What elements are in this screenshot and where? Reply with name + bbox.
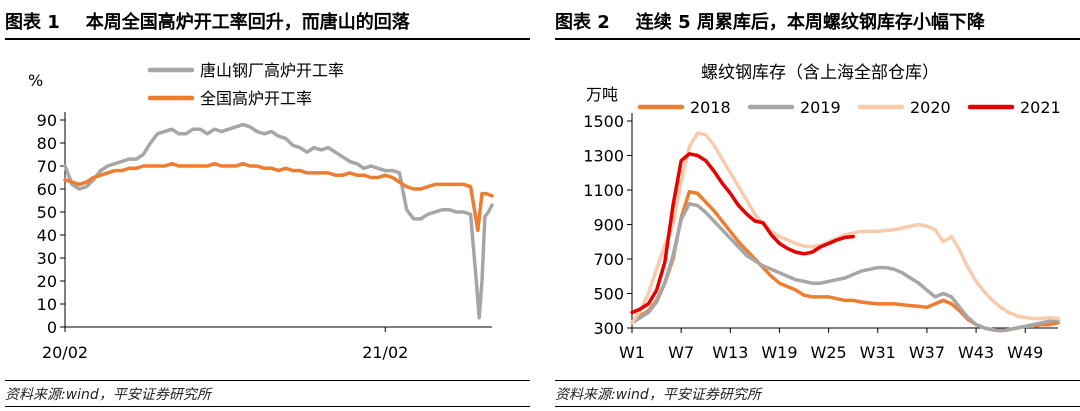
right-x-tick-label: W43 <box>958 343 994 362</box>
left-y-tick-label: 90 <box>37 111 57 130</box>
left-x-tick-label: 21/02 <box>362 343 408 362</box>
right-chart-title: 螺纹钢库存（含上海全部仓库） <box>701 63 939 83</box>
right-x-tick-label: W25 <box>811 343 847 362</box>
left-panel: 图表 1 本周全国高炉开工率回升，而唐山的回落 0 10 20 30 40 50 60 70 8… <box>0 0 530 411</box>
right-y-tick-label: 700 <box>593 250 624 269</box>
left-x-tick-label: 20/02 <box>42 343 88 362</box>
right-legend-label-3: 2020 <box>910 98 951 117</box>
left-series-line-1 <box>63 122 494 320</box>
left-y-tick-label: 30 <box>37 249 57 268</box>
left-figure-number: 图表 1 <box>5 12 60 33</box>
right-legend-label-1: 2018 <box>690 98 731 117</box>
left-y-axis-label: % <box>28 71 43 90</box>
left-y-tick-label: 10 <box>37 295 57 314</box>
right-y-tick-label: 500 <box>593 285 624 304</box>
right-footer-rule <box>555 406 1080 407</box>
right-legend-label-4: 2021 <box>1020 98 1061 117</box>
left-chart-rule <box>5 380 530 381</box>
right-chart-rule <box>555 380 1080 381</box>
right-y-tick-label: 300 <box>593 319 624 338</box>
left-header-rule <box>5 38 530 40</box>
left-series-line-2 <box>63 161 494 233</box>
left-figure-title: 本周全国高炉开工率回升，而唐山的回落 <box>85 12 410 33</box>
right-y-axis-label: 万吨 <box>586 85 618 104</box>
right-x-tick-label: W19 <box>761 343 797 362</box>
right-y-tick-label: 1500 <box>583 112 624 131</box>
right-x-tick-label: W49 <box>1007 343 1043 362</box>
left-source-note: 资料来源:wind，平安证券研究所 <box>5 387 211 403</box>
right-figure-number: 图表 2 <box>555 12 610 33</box>
right-panel: 图表 2 连续 5 周累库后，本周螺纹钢库存小幅下降 300 500 700 900 1… <box>550 0 1080 411</box>
right-x-tick-label: W1 <box>619 343 645 362</box>
left-legend-label-1: 唐山钢厂高炉开工率 <box>200 61 344 80</box>
right-series-line-3 <box>630 131 1060 325</box>
left-y-tick-label: 80 <box>37 134 57 153</box>
left-y-tick-label: 70 <box>37 157 57 176</box>
right-series-line-1 <box>630 189 1060 333</box>
left-footer-rule <box>5 406 530 407</box>
right-x-tick-label: W37 <box>909 343 945 362</box>
right-chart: 300 500 700 900 1100 1300 1500 W1 W7 W13 W19 W25 W31… <box>583 63 1061 362</box>
right-legend-label-2: 2019 <box>800 98 841 117</box>
left-y-tick-label: 20 <box>37 272 57 291</box>
left-y-tick-label: 60 <box>37 180 57 199</box>
right-x-tick-label: W7 <box>668 343 694 362</box>
right-series-line-2 <box>630 202 1060 333</box>
left-chart: 0 10 20 30 40 50 60 70 80 90 20/02 21/02% 唐山钢厂高炉开工率全… <box>28 61 494 362</box>
right-y-tick-label: 1300 <box>583 147 624 166</box>
right-figure-title: 连续 5 周累库后，本周螺纹钢库存小幅下降 <box>635 12 985 33</box>
right-header-rule <box>555 38 1080 40</box>
right-y-tick-label: 900 <box>593 216 624 235</box>
right-x-tick-label: W13 <box>712 343 748 362</box>
right-series-line-4 <box>630 152 855 315</box>
right-y-tick-label: 1100 <box>583 181 624 200</box>
left-legend-label-2: 全国高炉开工率 <box>200 89 312 108</box>
right-source-note: 资料来源:wind，平安证券研究所 <box>555 387 761 403</box>
right-figure-header: 图表 2 连续 5 周累库后，本周螺纹钢库存小幅下降 <box>555 6 985 36</box>
left-y-tick-label: 0 <box>47 318 57 337</box>
right-x-tick-label: W31 <box>860 343 896 362</box>
left-figure-header: 图表 1 本周全国高炉开工率回升，而唐山的回落 <box>5 6 410 36</box>
left-y-tick-label: 40 <box>37 226 57 245</box>
left-y-tick-label: 50 <box>37 203 57 222</box>
